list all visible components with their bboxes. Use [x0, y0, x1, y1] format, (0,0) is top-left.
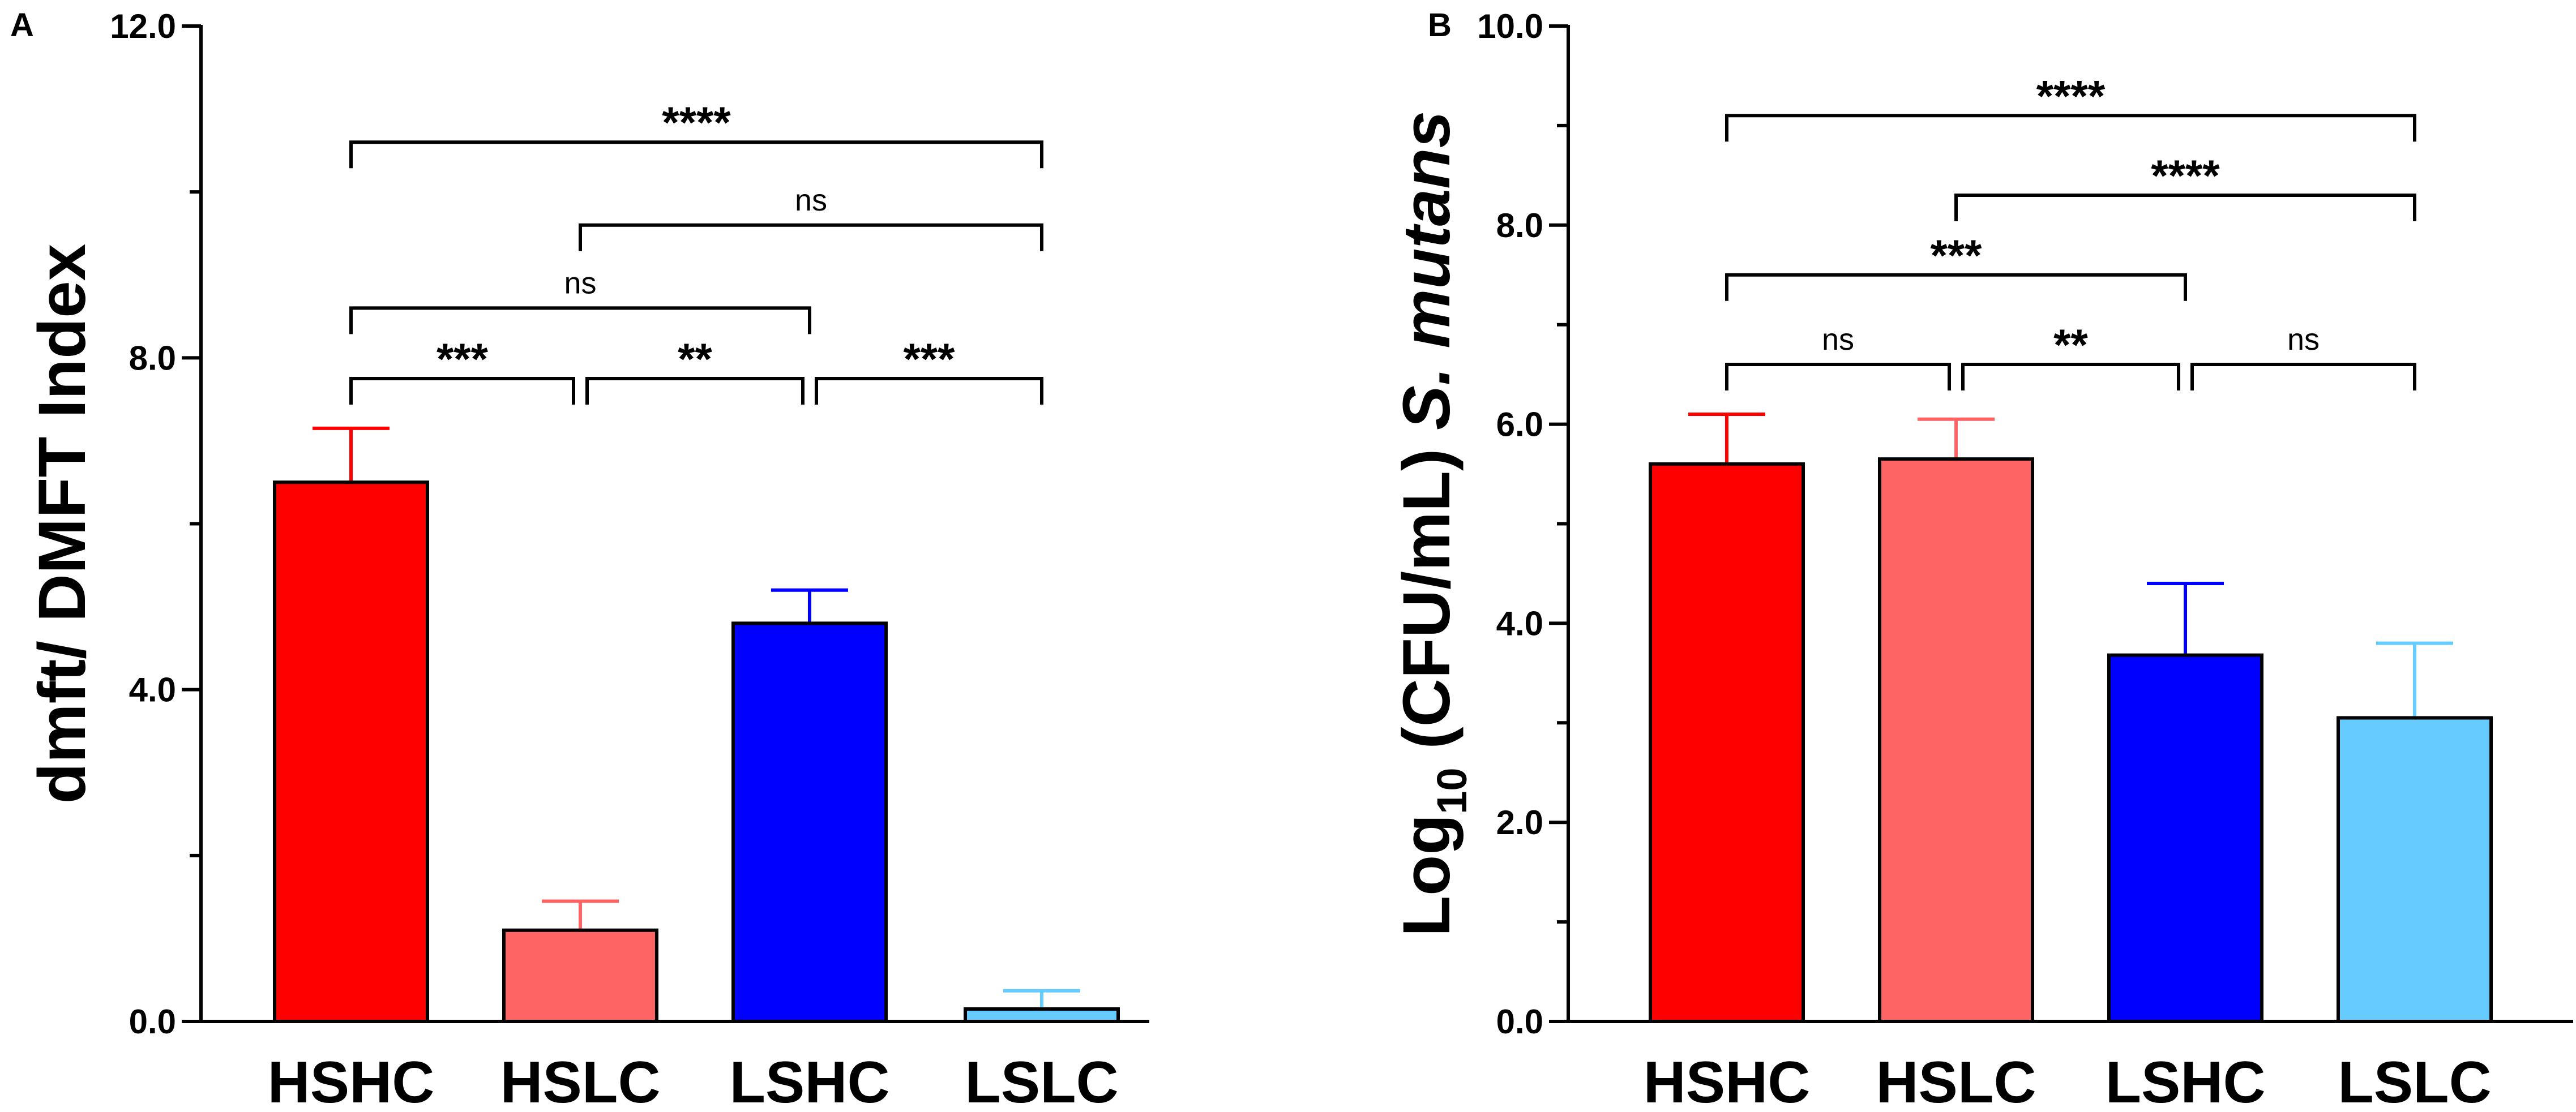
significance-label: ns: [1822, 323, 1854, 357]
y-tick-label: 4.0: [1496, 604, 1543, 642]
significance-label: ***: [437, 334, 489, 384]
y-axis-title-prefix: Log: [1389, 814, 1464, 937]
significance-label: ***: [1930, 230, 1982, 280]
significance-label: ***: [903, 334, 955, 384]
bar-hslc: [502, 928, 658, 1023]
category-label: LSLC: [965, 1050, 1119, 1109]
y-axis-title-italic: S. mutans: [1389, 111, 1464, 430]
panel-letter: B: [1428, 7, 1452, 44]
y-tick-label: 10.0: [1477, 7, 1543, 45]
significance-label: **: [678, 334, 712, 384]
category-label: LSHC: [729, 1050, 889, 1109]
significance-label: ****: [2151, 151, 2220, 200]
bar-lshc: [2107, 653, 2263, 1023]
significance-bracket: [579, 223, 1043, 251]
bar-lslc: [964, 1007, 1120, 1023]
y-axis-title: dmft/ DMFT Index: [25, 244, 100, 804]
panel-letter: A: [10, 7, 34, 44]
significance-label: ns: [795, 183, 827, 217]
significance-label: ns: [2287, 323, 2320, 357]
bar-hshc: [273, 480, 429, 1023]
category-label: LSHC: [2105, 1050, 2265, 1109]
bar-lshc: [731, 621, 888, 1023]
bar-hslc: [1878, 457, 2034, 1023]
category-label: HSHC: [268, 1050, 435, 1109]
y-tick-label: 0.0: [1496, 1003, 1543, 1041]
significance-label: **: [2053, 320, 2088, 370]
y-tick-label: 8.0: [129, 339, 176, 377]
y-tick-label: 8.0: [1496, 207, 1543, 244]
significance-label: ns: [564, 266, 596, 300]
y-tick-label: 12.0: [110, 7, 176, 45]
significance-bracket: [1725, 273, 2187, 301]
y-axis-title-subscript: 10: [1428, 767, 1475, 814]
category-label: LSLC: [2338, 1050, 2492, 1109]
significance-label: ****: [2036, 71, 2106, 121]
significance-bracket: [1954, 194, 2416, 222]
significance-label: ****: [662, 97, 731, 147]
significance-bracket: [1725, 114, 2416, 142]
y-axis-title: Log10 (CFU/mL) S. mutans: [1389, 111, 1475, 937]
bar-hshc: [1649, 462, 1805, 1023]
y-tick-label: 6.0: [1496, 406, 1543, 444]
y-tick-label: 0.0: [129, 1003, 176, 1041]
y-axis-title-middle: (CFU/mL): [1389, 430, 1464, 767]
significance-bracket: [2190, 363, 2416, 391]
bar-lslc: [2337, 716, 2493, 1023]
y-tick-label: 4.0: [129, 671, 176, 709]
y-tick-label: 2.0: [1496, 804, 1543, 841]
significance-bracket: [349, 306, 811, 334]
category-label: HSLC: [500, 1050, 660, 1109]
significance-bracket: [815, 376, 1043, 405]
significance-bracket: [349, 376, 575, 405]
panel-a: A 0.0 4.0 8.0 12.0 HSHC HSLC LSHC LSLC **** ns ns **…: [10, 7, 1149, 1112]
significance-bracket: [1961, 363, 2180, 391]
significance-bracket: [585, 376, 805, 405]
category-label: HSHC: [1644, 1050, 1811, 1109]
significance-bracket: [1725, 363, 1951, 391]
category-label: HSLC: [1876, 1050, 2036, 1109]
significance-bracket: [349, 140, 1043, 169]
